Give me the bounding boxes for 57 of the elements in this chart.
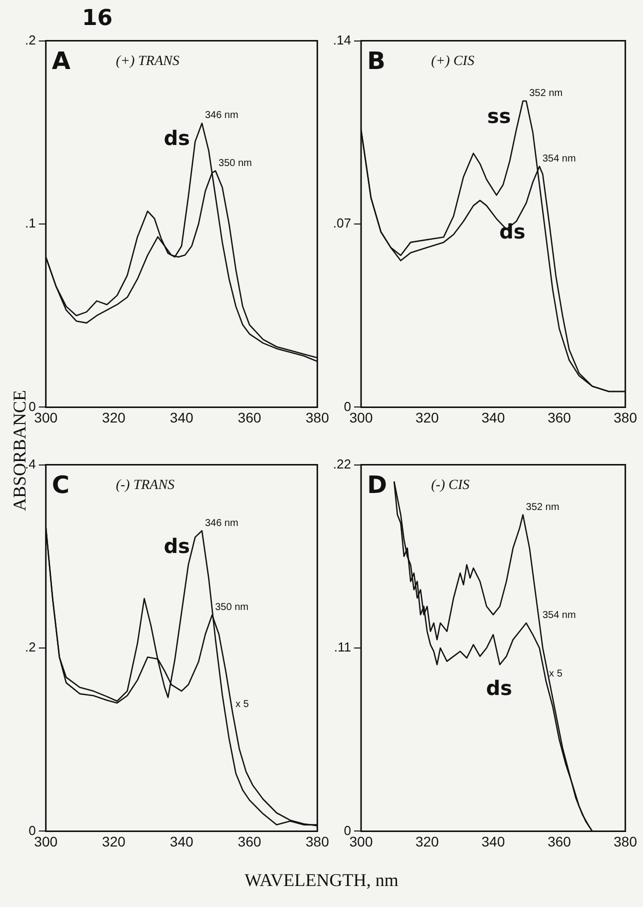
annotation: 352 nm (526, 502, 560, 513)
y-tick-label: .14 (332, 32, 352, 48)
x-tick-label: 380 (614, 409, 638, 426)
y-tick-label: 0 (28, 398, 36, 414)
x-tick-label: 300 (34, 409, 58, 426)
series-label: ds (164, 126, 190, 150)
x-tick-label: 320 (102, 409, 126, 426)
chart-title: C (52, 470, 70, 499)
x-tick-label: 360 (548, 409, 572, 426)
annotation: x 5 (235, 699, 250, 710)
chart-title: A (52, 46, 71, 75)
y-tick-label: .2 (25, 32, 36, 48)
annotation: 354 nm (542, 610, 576, 622)
x-tick-label: 360 (238, 409, 262, 426)
text: 16 (81, 6, 114, 31)
text: (+) TRANS (116, 54, 180, 69)
x-axis-title: WAVELENGTH, nm (244, 870, 400, 891)
x-tick-label: 340 (170, 833, 194, 850)
annotation: 346 nm (204, 518, 238, 529)
text: (+) CIS (431, 54, 474, 69)
x-tick-label: 380 (614, 833, 638, 850)
x-tick-label: 320 (415, 833, 440, 850)
x-tick-label: 320 (102, 833, 126, 850)
x-tick-label: 360 (238, 833, 262, 850)
x-tick-label: 300 (34, 833, 58, 850)
series-label: ds (499, 219, 526, 244)
chart-title: D (367, 470, 387, 499)
annotation: 350 nm (215, 602, 248, 614)
x-tick-label: 340 (482, 409, 506, 426)
y-tick-label: .1 (25, 216, 36, 231)
x-tick-label: 360 (548, 833, 572, 850)
x-tick-label: 320 (415, 409, 440, 426)
text: (-) TRANS (116, 478, 175, 493)
x-tick-label: 380 (306, 409, 330, 426)
y-tick-label: .11 (334, 640, 352, 655)
text: (-) CIS (431, 478, 470, 493)
x-tick-label: 340 (170, 409, 194, 426)
annotation: x 5 (549, 668, 563, 680)
annotation: 354 nm (542, 153, 576, 164)
annotation: 350 nm (218, 158, 252, 169)
x-tick-label: 340 (482, 833, 506, 850)
y-tick-label: .22 (332, 456, 352, 472)
chart-title: B (367, 46, 386, 75)
series-label: ds (164, 534, 190, 558)
y-tick-label: 0 (344, 822, 352, 838)
annotation: 352 nm (529, 88, 563, 99)
y-tick-label: 0 (344, 398, 352, 414)
y-tick-label: .4 (25, 456, 36, 472)
annotation: 346 nm (204, 110, 238, 122)
series-label: ds (486, 676, 512, 700)
y-tick-label: 0 (28, 822, 36, 838)
x-tick-label: 380 (306, 833, 330, 850)
y-tick-label: .07 (332, 216, 352, 231)
x-tick-label: 300 (349, 409, 373, 426)
series-label: ss (487, 104, 511, 128)
y-tick-label: .2 (25, 640, 36, 655)
x-tick-label: 300 (349, 833, 373, 850)
